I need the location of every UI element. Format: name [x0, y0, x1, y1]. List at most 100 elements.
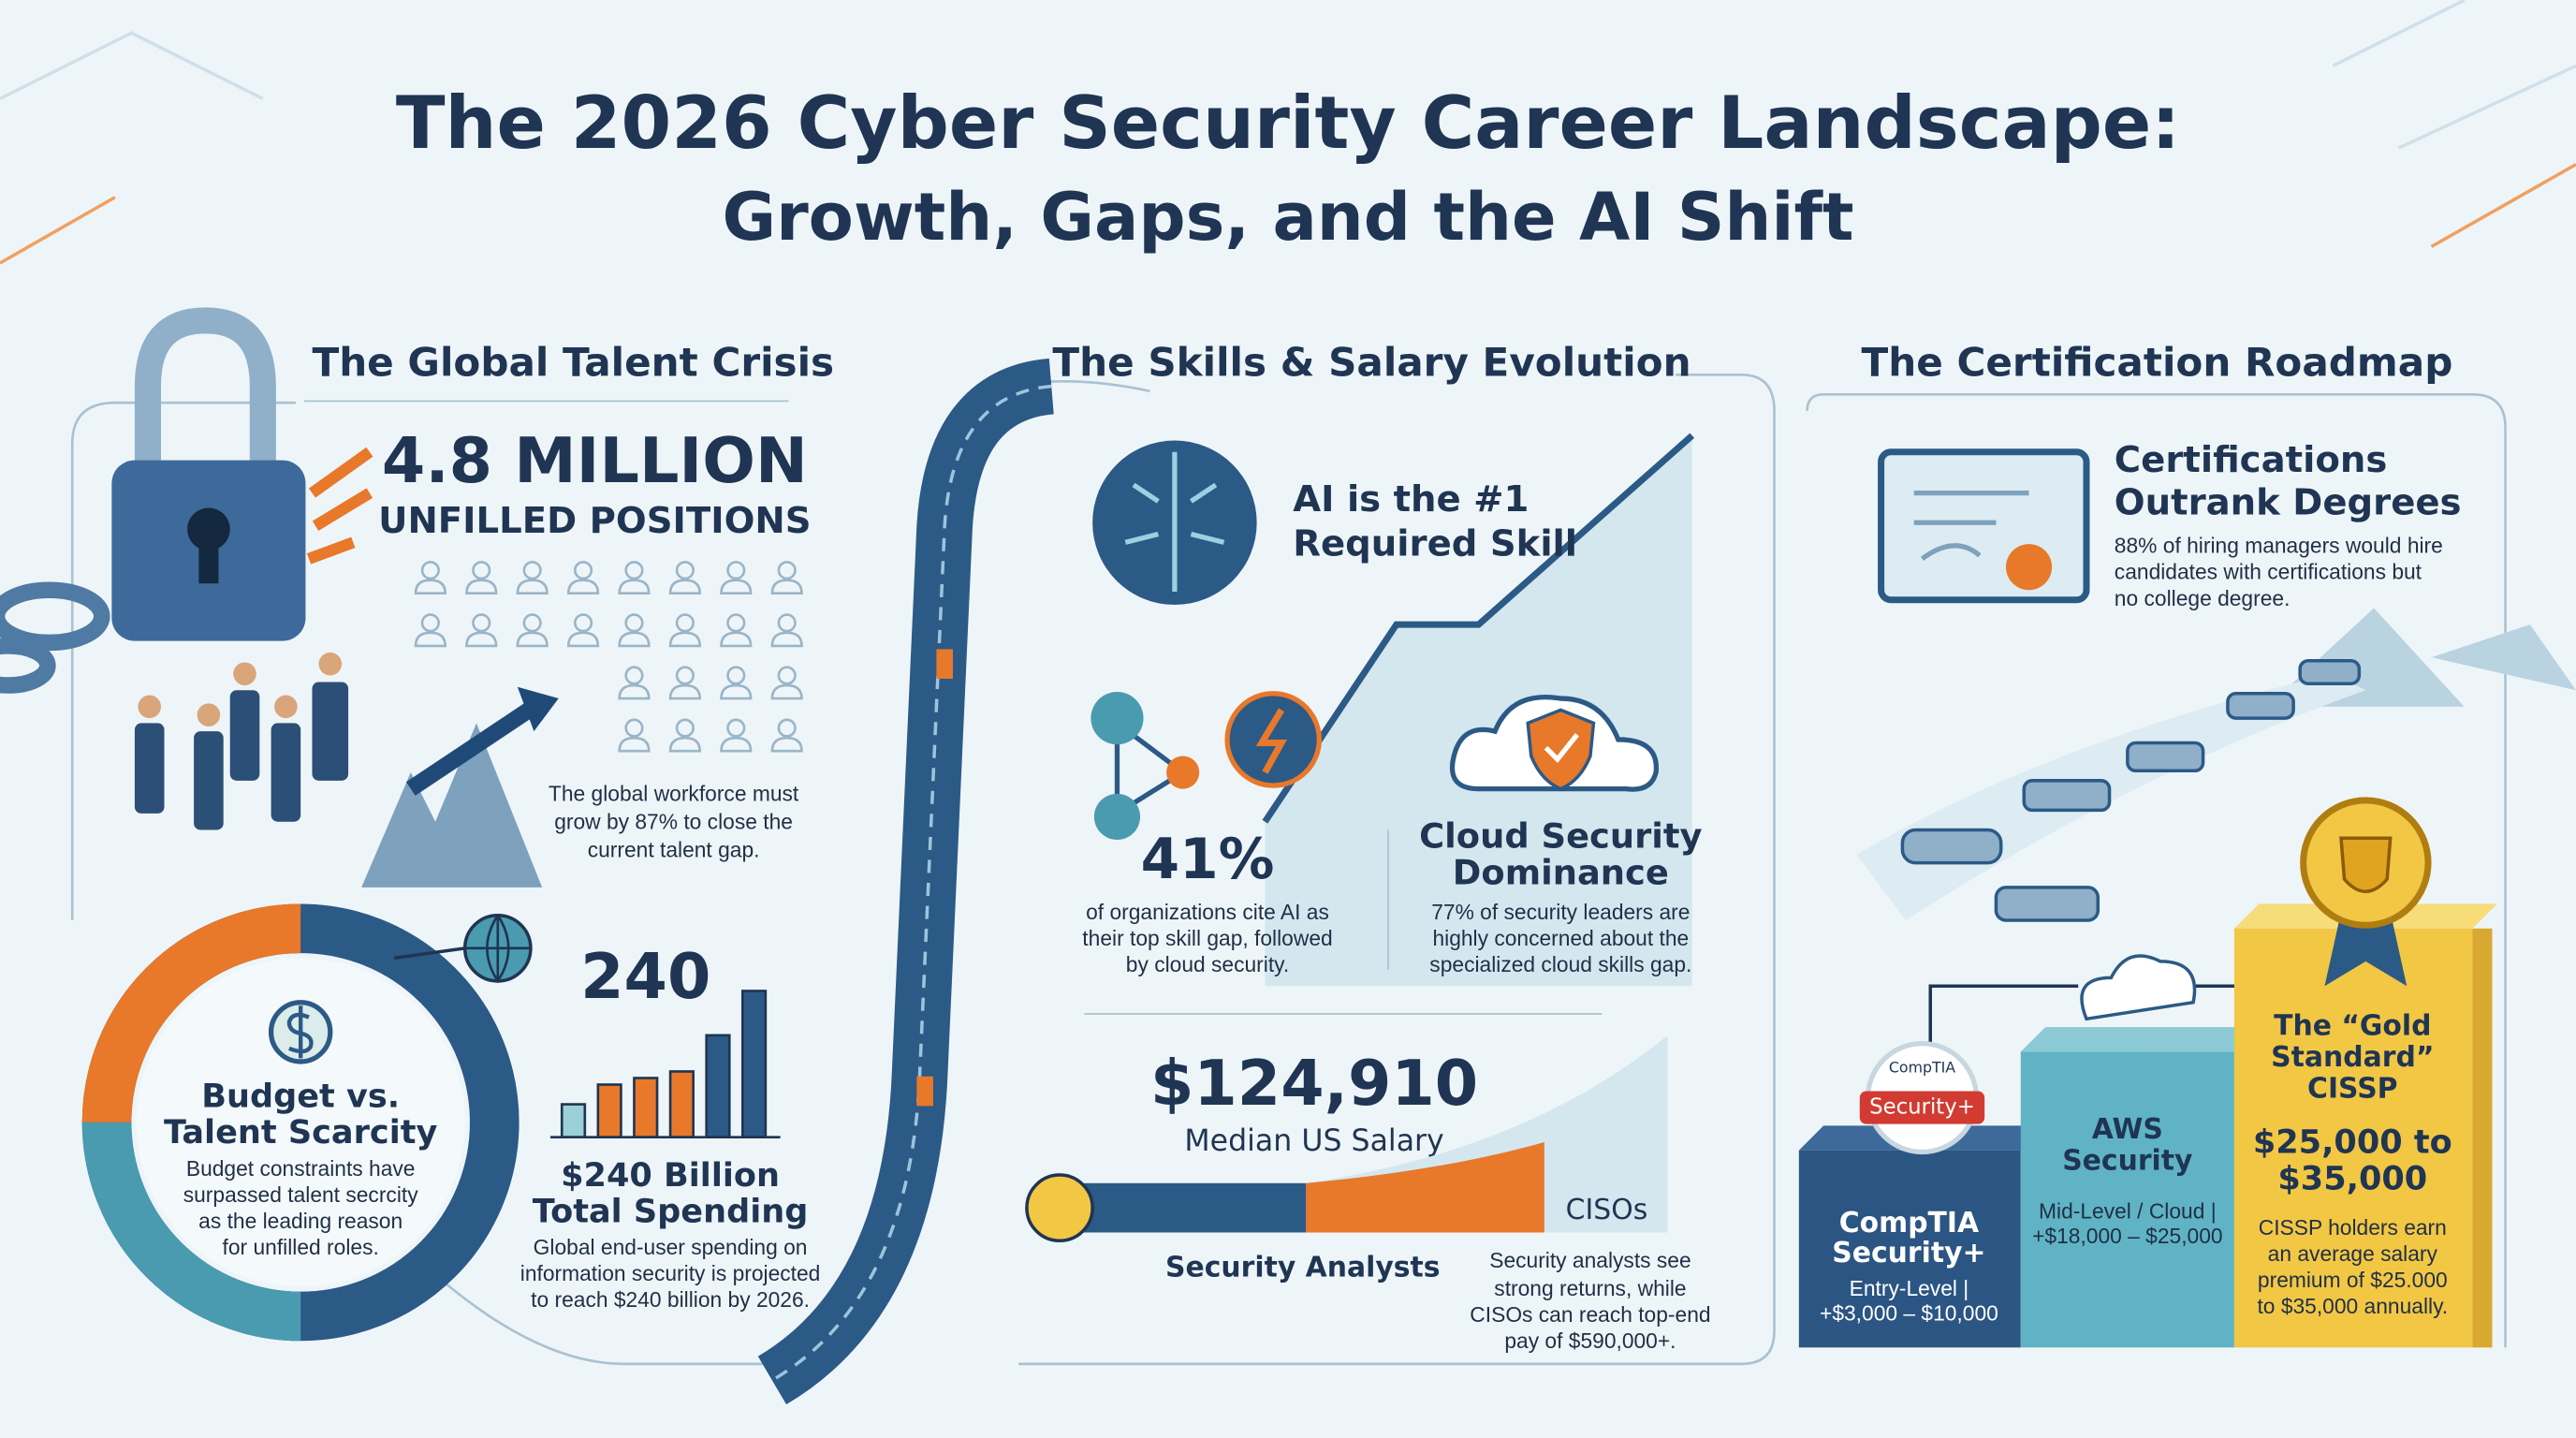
cissp-block-part — [2472, 928, 2493, 1348]
network-icon-part — [1090, 692, 1144, 745]
people-icons — [414, 561, 803, 753]
globe-icon-part — [464, 915, 531, 984]
person-icon — [668, 561, 701, 595]
person-icon — [720, 613, 753, 648]
person-icon-part — [516, 631, 549, 648]
person-icon-part — [420, 561, 440, 580]
aws-block — [2020, 1027, 2260, 1348]
medal-icon-part — [2324, 912, 2408, 987]
person-icon — [618, 666, 651, 700]
person-icon-part — [675, 666, 695, 685]
cloud-title: Cloud Security — [1419, 816, 1702, 857]
circuit-road-part — [936, 649, 953, 679]
person-icon — [720, 718, 753, 753]
people-illustration-part-part — [318, 652, 343, 676]
lock-icon-part — [198, 534, 219, 584]
bar-icon — [549, 990, 781, 1138]
person-icon-part — [675, 613, 695, 633]
circuit-road-part — [916, 1076, 933, 1107]
decor-lines-part — [2430, 163, 2576, 248]
salary-bar-part — [1025, 1173, 1094, 1242]
gap-stat: 41% — [1141, 828, 1275, 892]
cissp-premium: $25,000 to — [2253, 1123, 2452, 1162]
badge-text: Security+ — [1869, 1095, 1975, 1120]
salary-label: Median US Salary — [1184, 1124, 1443, 1158]
aws-title: AWS — [2092, 1113, 2163, 1146]
bar-icon-part — [560, 1103, 587, 1138]
certificate-icon-part — [1913, 491, 2029, 562]
comptia-title: Security+ — [1832, 1237, 1985, 1269]
comptia-text: +$3,000 – $10,000 — [1820, 1300, 1998, 1325]
roadmap-path-part-part — [2022, 779, 2112, 813]
salary-bar-part — [1306, 1141, 1544, 1233]
person-icon-part — [720, 631, 753, 648]
cissp-text: an average salary — [2268, 1241, 2438, 1266]
bar-icon-part — [633, 1077, 659, 1138]
roadmap-path-part-part — [2126, 741, 2205, 773]
person-icon-part — [414, 579, 446, 595]
person-icon — [770, 718, 803, 753]
person-icon-part — [770, 683, 803, 700]
badge-text: CompTIA — [1889, 1058, 1955, 1076]
person-icon-part — [726, 561, 746, 580]
person-icon-part — [726, 666, 746, 685]
growth-graph — [1262, 433, 1695, 987]
comptia-title: CompTIA — [1839, 1207, 1979, 1240]
cert-title: Certifications — [2115, 439, 2387, 481]
roadmap-path-part — [2080, 954, 2197, 1021]
gap-text: of organizations cite AI as — [1086, 900, 1329, 924]
aws-block-part — [2020, 1051, 2234, 1348]
person-icon — [618, 561, 651, 595]
people-illustration-part — [134, 682, 349, 830]
growth-graph-part — [1262, 433, 1695, 824]
person-icon — [465, 561, 498, 595]
person-icon — [668, 613, 701, 648]
person-icon-part — [668, 631, 701, 648]
gap-text: by cloud security. — [1126, 952, 1289, 976]
person-icon-part — [618, 736, 651, 753]
aws-block-part — [2020, 1027, 2260, 1052]
people-illustration-part-part — [194, 731, 224, 830]
budget-text: for unfilled roles. — [223, 1235, 379, 1259]
person-icon — [618, 718, 651, 753]
person-icon-part — [675, 561, 695, 580]
lock-icon-part — [187, 507, 230, 551]
comptia-block-part — [1798, 1150, 2021, 1348]
donut-ring — [81, 903, 520, 1342]
globe-icon — [393, 913, 533, 984]
person-icon — [618, 613, 651, 648]
person-icon — [516, 561, 549, 595]
person-icon-part — [624, 666, 644, 685]
medal-icon — [2300, 797, 2432, 987]
globe-icon-part — [393, 946, 465, 961]
donut-ring-part — [81, 903, 301, 1123]
salary-text: Security analysts see — [1489, 1248, 1690, 1272]
salary-text: CISOs can reach top-end — [1470, 1302, 1710, 1327]
comptia-block — [1798, 1125, 2046, 1348]
cloud-title: Dominance — [1453, 852, 1669, 892]
person-icon — [566, 613, 600, 648]
people-illustration-part — [517, 686, 559, 732]
bar-icon-part — [705, 1034, 731, 1138]
spending-title: $240 Billion — [561, 1156, 780, 1195]
person-icon-part — [668, 683, 701, 700]
people-illustration-part-part — [233, 662, 256, 686]
budget-title: Budget vs. — [201, 1078, 400, 1116]
network-icon-part — [1224, 691, 1322, 788]
person-icon-part — [777, 561, 797, 580]
person-icon-part — [770, 631, 803, 648]
person-icon-part — [720, 579, 753, 595]
panel-border — [70, 373, 2507, 1366]
aws-title: Security — [2062, 1145, 2192, 1178]
person-icon — [770, 666, 803, 700]
person-icon-part — [573, 561, 593, 580]
person-icon-part — [566, 631, 600, 648]
network-icon-part — [1114, 718, 1188, 818]
cloud-icon-part — [1526, 708, 1596, 791]
dollar-icon-part — [286, 1005, 314, 1059]
person-icon — [414, 613, 446, 648]
lock-icon-part — [0, 581, 110, 652]
analysts-label: Security Analysts — [1165, 1252, 1441, 1284]
person-icon — [668, 718, 701, 753]
